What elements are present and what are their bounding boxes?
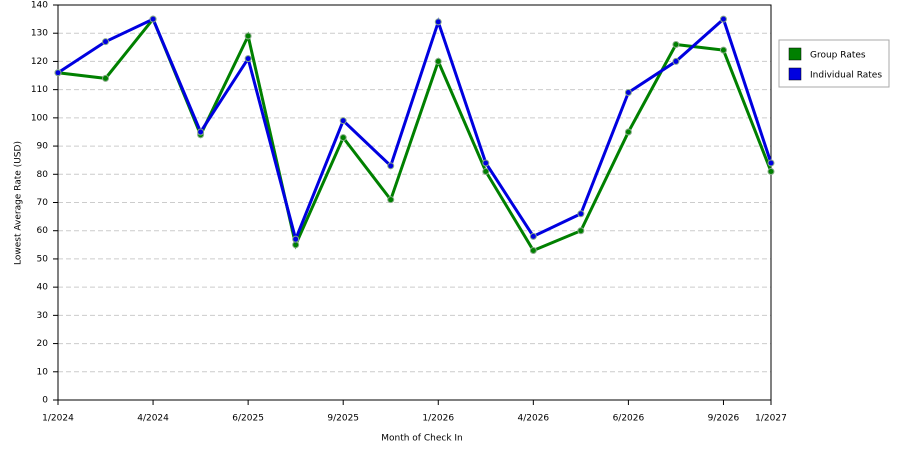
y-tick-label: 100 (31, 113, 48, 123)
y-tick-label: 0 (42, 396, 48, 406)
data-point (292, 235, 300, 243)
legend-swatch (788, 67, 802, 81)
data-point (102, 74, 110, 82)
y-tick-label: 120 (31, 57, 48, 67)
plot-frame (57, 4, 772, 401)
series-line (57, 16, 773, 253)
y-tick-label: 50 (37, 254, 49, 264)
data-point (339, 134, 347, 142)
data-point (387, 162, 395, 170)
x-tick-label: 6/2025 (232, 414, 264, 424)
legend-label: Individual Rates (810, 71, 882, 81)
data-point (767, 167, 775, 175)
y-tick-label: 70 (37, 198, 49, 208)
y-tick-label: 10 (37, 367, 49, 377)
data-point (434, 57, 442, 65)
data-point (577, 227, 585, 235)
data-point (672, 41, 680, 48)
data-point (482, 159, 490, 167)
data-point (767, 159, 775, 167)
data-point (529, 246, 537, 254)
x-tick-label: 9/2026 (708, 414, 740, 424)
data-point (624, 128, 632, 136)
data-point (719, 15, 727, 23)
data-point (54, 69, 62, 77)
y-tick-label: 90 (37, 142, 49, 152)
x-tick-label: 1/2026 (422, 414, 454, 424)
y-tick-label: 60 (37, 226, 49, 236)
x-axis-label: Month of Check In (381, 434, 463, 444)
y-tick-label: 20 (37, 339, 49, 349)
x-tick-label: 9/2025 (327, 414, 359, 424)
legend-label: Group Rates (810, 51, 866, 61)
data-point (197, 128, 205, 136)
data-point (102, 38, 110, 46)
data-point (719, 46, 727, 54)
data-point (149, 15, 157, 23)
data-point (244, 55, 252, 63)
x-tick-label: 6/2026 (613, 414, 645, 424)
data-point (482, 167, 490, 175)
x-tick-label: 1/2027 (755, 414, 787, 424)
y-axis-label: Lowest Average Rate (USD) (14, 141, 24, 265)
data-point (244, 32, 252, 40)
series-line (57, 16, 773, 244)
y-tick-label: 130 (31, 29, 48, 39)
y-tick-label: 30 (37, 311, 49, 321)
y-tick-label: 80 (37, 170, 49, 180)
data-point (624, 88, 632, 96)
data-point (387, 196, 395, 204)
x-tick-label: 4/2024 (137, 414, 169, 424)
y-tick-label: 110 (31, 85, 48, 95)
legend-swatch (788, 47, 802, 61)
y-tick-label: 140 (31, 1, 48, 11)
data-point (529, 232, 537, 240)
y-tick-label: 40 (37, 283, 49, 293)
data-point (339, 117, 347, 125)
data-point (672, 57, 680, 65)
x-tick-label: 4/2026 (517, 414, 549, 424)
data-point (434, 18, 442, 26)
x-tick-label: 1/2024 (42, 414, 74, 424)
data-point (577, 210, 585, 218)
